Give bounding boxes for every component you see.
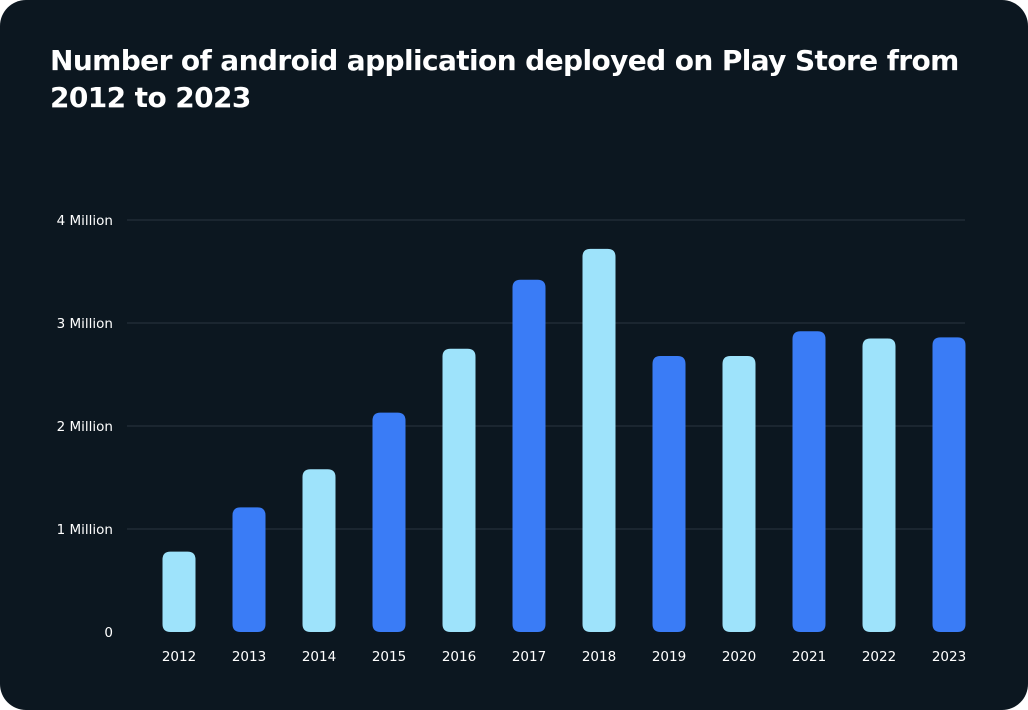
bar-2019 xyxy=(652,355,686,632)
x-tick-label: 2015 xyxy=(372,649,406,665)
x-tick-label: 2020 xyxy=(722,649,756,665)
x-tick-label: 2017 xyxy=(512,649,546,665)
x-tick-label: 2023 xyxy=(932,649,966,665)
bar-2014 xyxy=(302,469,336,632)
chart-title: Number of android application deployed o… xyxy=(50,44,959,114)
bar-2018 xyxy=(582,248,616,632)
x-tick-label: 2016 xyxy=(442,649,476,665)
bar-layer xyxy=(162,248,966,632)
x-tick-label: 2022 xyxy=(862,649,896,665)
bar-2016 xyxy=(442,348,476,632)
x-tick-label: 2018 xyxy=(582,649,616,665)
x-tick-label: 2012 xyxy=(162,649,196,665)
y-tick-label: 1 Million xyxy=(57,522,113,538)
bar-2023 xyxy=(932,337,966,632)
label-layer: 0 1 Million 2 Million 3 Million 4 Million 201… xyxy=(57,213,967,665)
y-tick-label: 3 Million xyxy=(57,316,113,332)
y-tick-label: 0 xyxy=(104,625,113,641)
bar-2022 xyxy=(862,338,896,632)
bar-2012 xyxy=(162,551,196,632)
bar-2015 xyxy=(372,412,406,632)
y-tick-label: 2 Million xyxy=(57,419,113,435)
y-tick-label: 4 Million xyxy=(57,213,113,229)
x-tick-label: 2019 xyxy=(652,649,686,665)
grid-layer xyxy=(127,219,965,530)
x-tick-label: 2021 xyxy=(792,649,826,665)
x-tick-label: 2013 xyxy=(232,649,266,665)
bar-2020 xyxy=(722,355,756,632)
bar-2013 xyxy=(232,507,266,632)
x-tick-label: 2014 xyxy=(302,649,336,665)
bar-2021 xyxy=(792,331,826,632)
bar-2017 xyxy=(512,279,546,632)
